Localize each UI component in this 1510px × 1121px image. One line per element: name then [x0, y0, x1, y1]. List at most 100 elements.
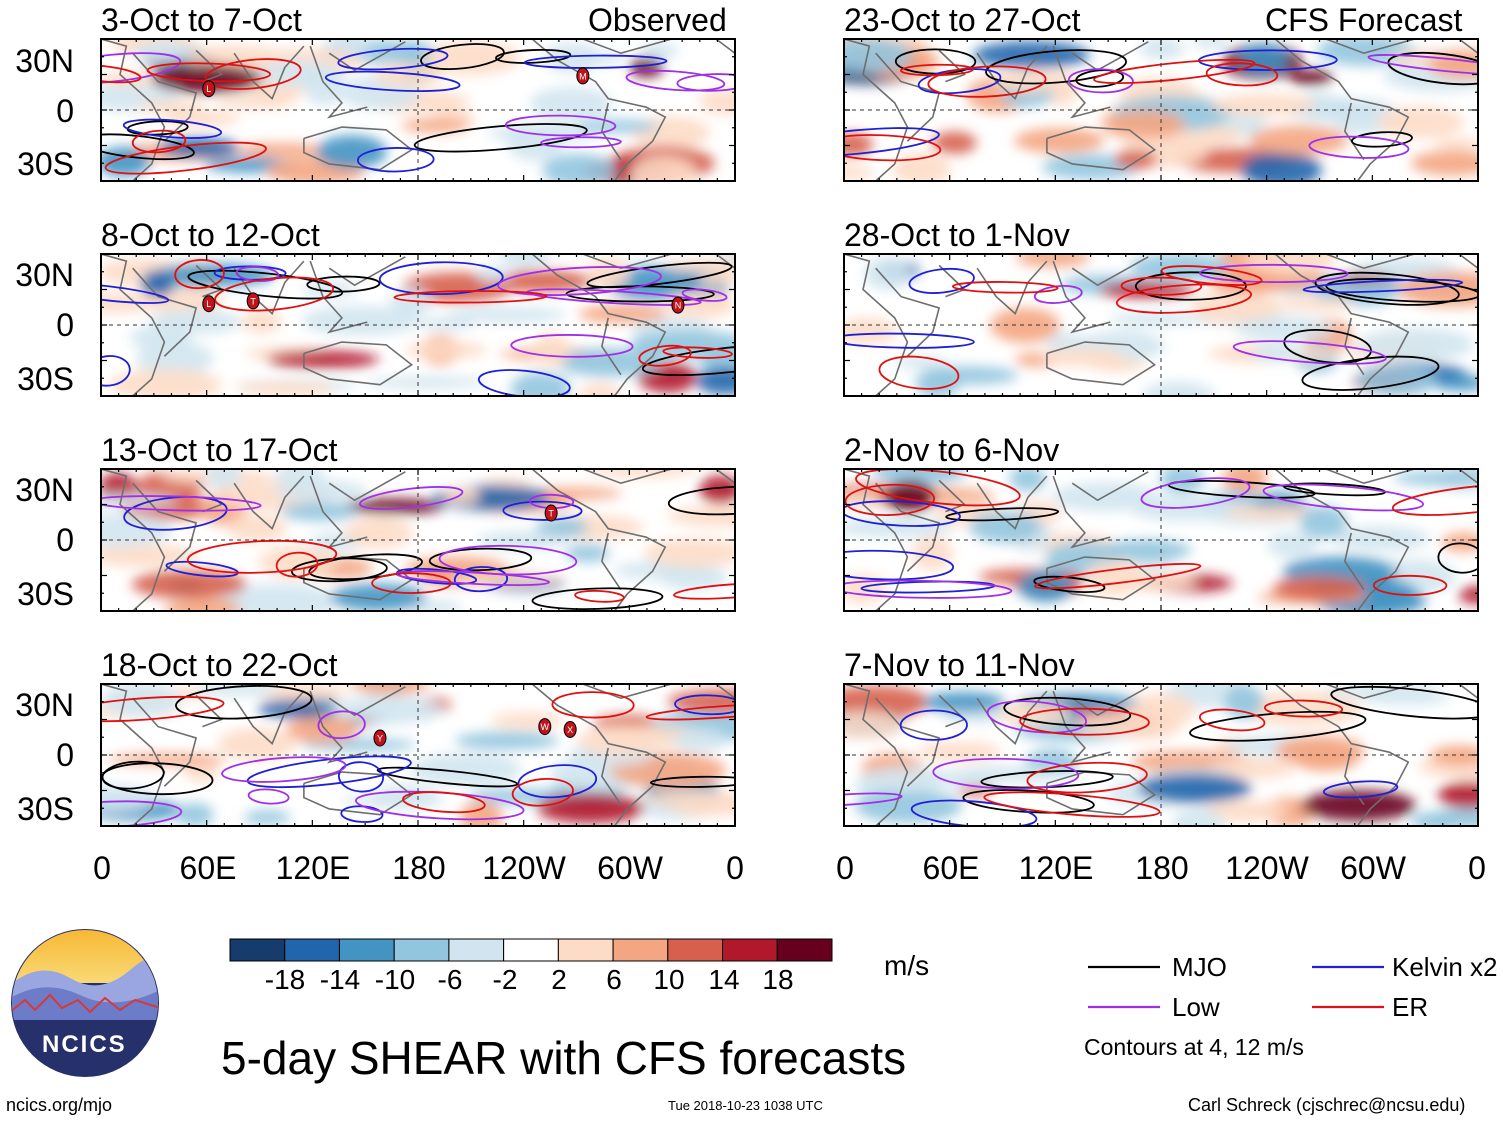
- colorbar: [229, 938, 833, 962]
- coastlines: [844, 469, 1478, 611]
- low-contour: [221, 756, 347, 783]
- storm-marker: L: [202, 295, 216, 313]
- low-contour: [497, 266, 662, 296]
- mjo-contour: [641, 344, 735, 377]
- shear-anomaly: [578, 304, 668, 323]
- kelvin-contour: [674, 694, 735, 716]
- shear-anomaly: [667, 505, 735, 527]
- shear-anomaly: [510, 372, 571, 396]
- lat-label-eq: 0: [56, 307, 74, 343]
- footer-url[interactable]: ncics.org/mjo: [6, 1095, 113, 1115]
- low-contour: [986, 700, 1088, 734]
- storm-marker: L: [202, 80, 216, 98]
- observed-label: Observed: [588, 2, 727, 38]
- forecast-label: CFS Forecast: [1265, 2, 1463, 38]
- lat-label-30n: 30N: [15, 687, 74, 723]
- shear-anomaly: [577, 725, 663, 756]
- storm-letter: M: [579, 71, 587, 81]
- lon-label: 180: [1135, 850, 1189, 886]
- shear-anomaly: [864, 256, 911, 291]
- low-contour: [317, 710, 366, 740]
- shear-anomaly: [404, 341, 487, 359]
- shear-anomaly: [640, 42, 679, 60]
- shear-anomaly: [499, 254, 551, 268]
- storm-letter: T: [250, 296, 256, 306]
- shear-anomaly: [151, 263, 275, 287]
- mjo-contour: [1033, 575, 1106, 593]
- lat-label-30n: 30N: [15, 257, 74, 293]
- shear-anomaly: [396, 40, 429, 65]
- lon-label: 0: [836, 850, 854, 886]
- shear-anomaly: [176, 802, 214, 826]
- kelvin-contour: [1322, 780, 1399, 799]
- shear-anomaly: [630, 330, 735, 359]
- shear-anomaly: [1039, 348, 1124, 367]
- shear-anomaly: [1130, 254, 1230, 282]
- er-contour: [1033, 562, 1202, 590]
- shear-anomaly: [1139, 39, 1185, 60]
- shear-anomaly: [588, 469, 698, 478]
- er-contour: [174, 259, 225, 290]
- shear-anomaly: [490, 712, 565, 730]
- map-panel: T: [100, 468, 736, 612]
- shear-anomaly: [241, 309, 283, 334]
- kelvin-contour: [910, 799, 1038, 826]
- shear-anomaly: [1426, 808, 1478, 826]
- kelvin-contour: [324, 70, 461, 92]
- low-contour: [504, 114, 617, 137]
- shear-anomaly: [1241, 152, 1322, 181]
- storm-letter: X: [567, 725, 573, 735]
- kelvin-contour: [844, 332, 975, 349]
- mjo-contour: [413, 123, 588, 153]
- lon-label: 0: [1468, 850, 1486, 886]
- er-contour: [101, 64, 142, 84]
- panel-title: 8-Oct to 12-Oct: [101, 217, 320, 253]
- shear-anomaly: [663, 258, 735, 273]
- er-contour: [104, 141, 267, 175]
- shear-anomaly: [629, 156, 697, 181]
- colorbar-tick: -10: [374, 964, 416, 995]
- mjo-contour: [1003, 696, 1132, 727]
- shear-anomaly: [942, 709, 1014, 724]
- logo-text: NCICS: [42, 1031, 127, 1058]
- shear-anomaly: [973, 41, 1090, 69]
- kelvin-contour: [356, 147, 435, 173]
- shear-anomaly: [1358, 327, 1474, 362]
- shear-anomaly: [454, 731, 559, 750]
- storm-letter: N: [675, 301, 682, 311]
- shear-anomaly: [1009, 469, 1046, 492]
- low-contour: [844, 792, 903, 807]
- shear-anomaly: [535, 517, 589, 538]
- colorbar-tick: 2: [551, 964, 567, 995]
- colorbar-units: m/s: [884, 950, 930, 981]
- shear-anomaly: [844, 317, 898, 345]
- shear-anomaly: [844, 39, 913, 73]
- shear-anomaly: [423, 40, 521, 76]
- kelvin-contour: [101, 355, 131, 387]
- lat-label-eq: 0: [56, 93, 74, 129]
- er-contour: [1019, 707, 1150, 736]
- colorbar-swatch: [612, 938, 669, 962]
- panel-title: 7-Nov to 11-Nov: [844, 647, 1075, 683]
- shear-anomaly: [911, 536, 954, 571]
- er-contour: [927, 65, 1047, 98]
- shear-anomaly: [1458, 586, 1478, 604]
- kelvin-contour: [899, 709, 968, 741]
- legend-lines: [1088, 965, 1384, 1009]
- mjo-contour: [1314, 271, 1460, 306]
- low-contour: [1033, 285, 1083, 304]
- shear-anomaly: [1299, 505, 1348, 539]
- shear-anomaly: [1202, 800, 1289, 823]
- shear-anomaly: [1224, 684, 1264, 720]
- kelvin-contour: [101, 281, 170, 304]
- shear-anomaly: [243, 810, 291, 825]
- kelvin-contour: [337, 47, 449, 71]
- panel-title: 28-Oct to 1-Nov: [844, 217, 1070, 253]
- colorbar-tick: -14: [319, 964, 361, 995]
- kelvin-contour: [378, 261, 504, 296]
- footer-author: Carl Schreck (cjschrec@ncsu.edu): [1188, 1095, 1466, 1115]
- shear-anomaly: [658, 564, 728, 590]
- er-contour: [1205, 62, 1279, 87]
- shear-anomaly: [921, 366, 1019, 385]
